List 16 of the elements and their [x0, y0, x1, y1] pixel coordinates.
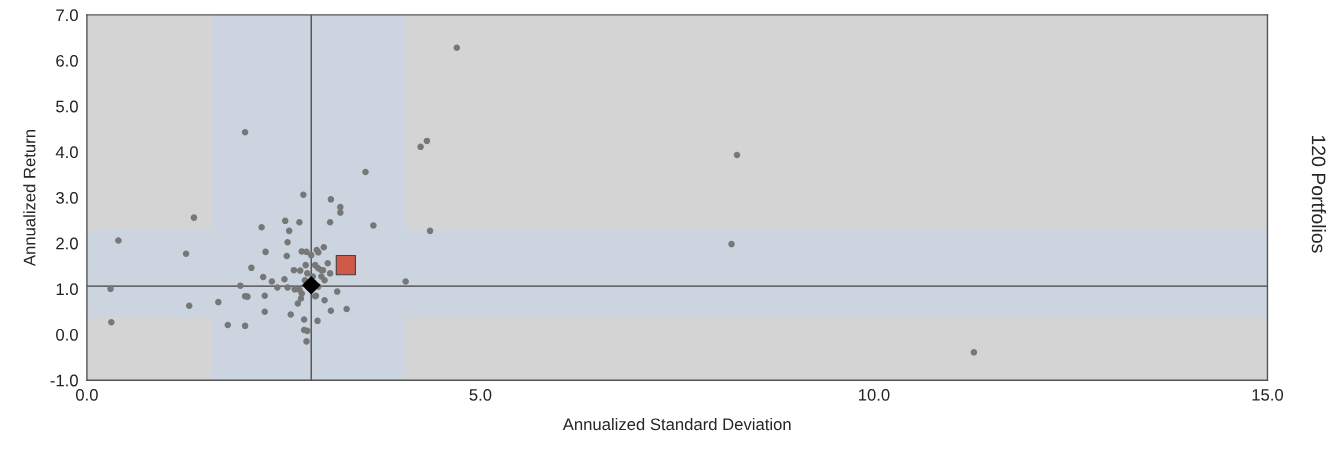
x-tick-label: 15.0 — [1252, 388, 1284, 401]
y-tick-label: 1.0 — [56, 283, 78, 296]
y-tick-label: 3.0 — [56, 191, 78, 204]
y-axis-title: Annualized Return — [23, 130, 36, 267]
y-tick-label: 6.0 — [56, 54, 78, 67]
x-axis-title: Annualized Standard Deviation — [562, 417, 791, 431]
y-tick-label: 2.0 — [56, 237, 78, 250]
y-tick-label: 0.0 — [56, 328, 78, 341]
y-tick-label: 4.0 — [55, 146, 78, 159]
x-tick-label: 10.0 — [859, 388, 890, 401]
x-tick-label: 5.0 — [469, 388, 492, 401]
x-tick-label: 0.0 — [75, 388, 98, 401]
y-tick-label: 7.0 — [56, 9, 78, 22]
y-tick-label: 5.0 — [56, 100, 78, 113]
y-tick-label: -1.0 — [50, 374, 78, 387]
text: 120 Portfolios — [1311, 135, 1327, 253]
